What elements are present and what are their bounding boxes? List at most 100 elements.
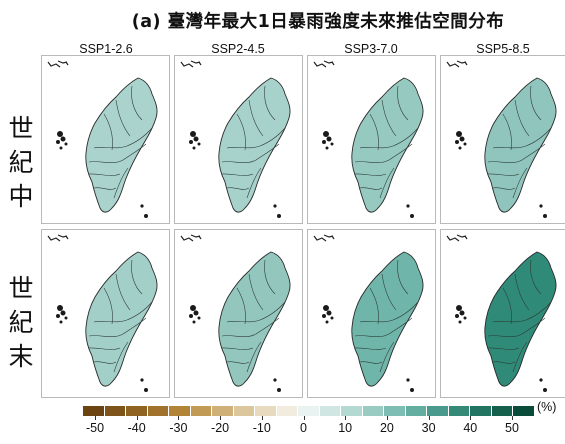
scenario-label: SSP2-4.5 <box>211 42 265 56</box>
county-boundary <box>88 317 147 338</box>
penghu-island <box>193 310 199 316</box>
county-boundary <box>248 99 264 137</box>
county-boundary <box>514 99 530 137</box>
penghu-island <box>197 316 201 320</box>
county-boundary <box>492 127 552 149</box>
colorbar-swatch <box>190 406 213 416</box>
colorbar-swatch <box>212 406 234 416</box>
county-boundary <box>369 113 379 151</box>
eastern-islet <box>410 214 414 218</box>
scenario-label: SSP5-8.5 <box>476 42 530 56</box>
colorbar-tick-mark <box>220 416 222 420</box>
eastern-islet <box>539 204 543 208</box>
eastern-islet <box>539 378 543 382</box>
penghu-island <box>56 140 60 144</box>
county-boundary <box>226 301 286 323</box>
penghu-island <box>459 310 465 316</box>
eastern-islet <box>140 378 144 382</box>
county-boundary <box>487 143 546 164</box>
scenario-label: SSP1-2.6 <box>79 42 133 56</box>
penghu-island <box>59 146 63 150</box>
colorbar-swatch <box>513 406 535 416</box>
map-panel <box>41 229 170 398</box>
penghu-island <box>64 316 68 320</box>
colorbar-swatch <box>104 406 127 416</box>
colorbar-swatch <box>319 406 342 416</box>
county-boundary <box>236 287 246 325</box>
eastern-islet <box>406 204 410 208</box>
colorbar-tick-label: -10 <box>252 421 271 435</box>
map-panel <box>307 55 436 224</box>
period-label-end-century: 世 紀 末 <box>6 272 36 374</box>
county-boundary <box>369 287 379 325</box>
colorbar-swatch <box>448 406 471 416</box>
penghu-island <box>322 140 326 144</box>
county-boundary <box>502 113 512 151</box>
taiwan-island <box>85 251 158 387</box>
colorbar-unit: (%) <box>537 400 557 414</box>
penghu-island <box>192 146 196 150</box>
penghu-island <box>323 131 329 137</box>
colorbar-swatch <box>169 406 191 416</box>
matsu-islands <box>446 60 468 68</box>
penghu-island <box>458 320 462 324</box>
matsu-islands <box>313 60 335 68</box>
colorbar-swatch <box>83 406 105 416</box>
eastern-islet <box>277 388 281 392</box>
county-boundary <box>236 113 246 151</box>
county-boundary <box>264 259 276 295</box>
colorbar-tick-label: 20 <box>379 421 394 435</box>
colorbar-swatch <box>298 406 320 416</box>
penghu-island <box>60 310 66 316</box>
eastern-islet <box>273 204 277 208</box>
colorbar-tick-label: 10 <box>338 421 353 435</box>
colorbar-swatch <box>491 406 514 416</box>
penghu-island <box>190 131 196 137</box>
period-char: 世 <box>8 274 34 303</box>
county-boundary <box>486 173 520 176</box>
eastern-islet <box>543 214 547 218</box>
penghu-island <box>56 314 60 318</box>
matsu-islands <box>180 60 202 68</box>
penghu-island <box>197 142 201 146</box>
county-boundary <box>354 143 413 164</box>
map-panel <box>440 55 565 224</box>
eastern-islet <box>144 214 148 218</box>
county-boundary <box>530 85 542 121</box>
penghu-island <box>456 131 462 137</box>
county-boundary <box>512 341 528 373</box>
taiwan-map <box>47 60 158 218</box>
penghu-island <box>456 305 462 311</box>
colorbar-tick-mark <box>303 416 305 420</box>
penghu-island <box>57 305 63 311</box>
taiwan-island <box>218 251 291 387</box>
eastern-islet <box>273 378 277 382</box>
eastern-islet <box>543 388 547 392</box>
county-boundary <box>248 273 264 311</box>
colorbar-tick-mark <box>386 416 388 420</box>
county-boundary <box>93 187 117 190</box>
matsu-islands <box>446 234 468 242</box>
taiwan-map <box>446 60 557 218</box>
period-char: 紀 <box>8 148 34 177</box>
taiwan-map <box>180 234 291 392</box>
colorbar-swatch <box>126 406 148 416</box>
colorbar-swatch <box>362 406 385 416</box>
colorbar-swatch <box>147 406 170 416</box>
penghu-island <box>330 316 334 320</box>
taiwan-island <box>218 77 291 213</box>
county-boundary <box>359 361 383 364</box>
county-boundary <box>226 361 250 364</box>
eastern-islet <box>140 204 144 208</box>
county-boundary <box>381 273 397 311</box>
county-boundary <box>226 187 250 190</box>
county-boundary <box>103 287 113 325</box>
period-char: 世 <box>8 114 34 143</box>
eastern-islet <box>277 214 281 218</box>
county-boundary <box>381 99 397 137</box>
map-panel <box>174 229 303 398</box>
county-boundary <box>131 259 143 295</box>
colorbar <box>83 406 535 416</box>
penghu-island <box>463 316 467 320</box>
penghu-island <box>325 146 329 150</box>
